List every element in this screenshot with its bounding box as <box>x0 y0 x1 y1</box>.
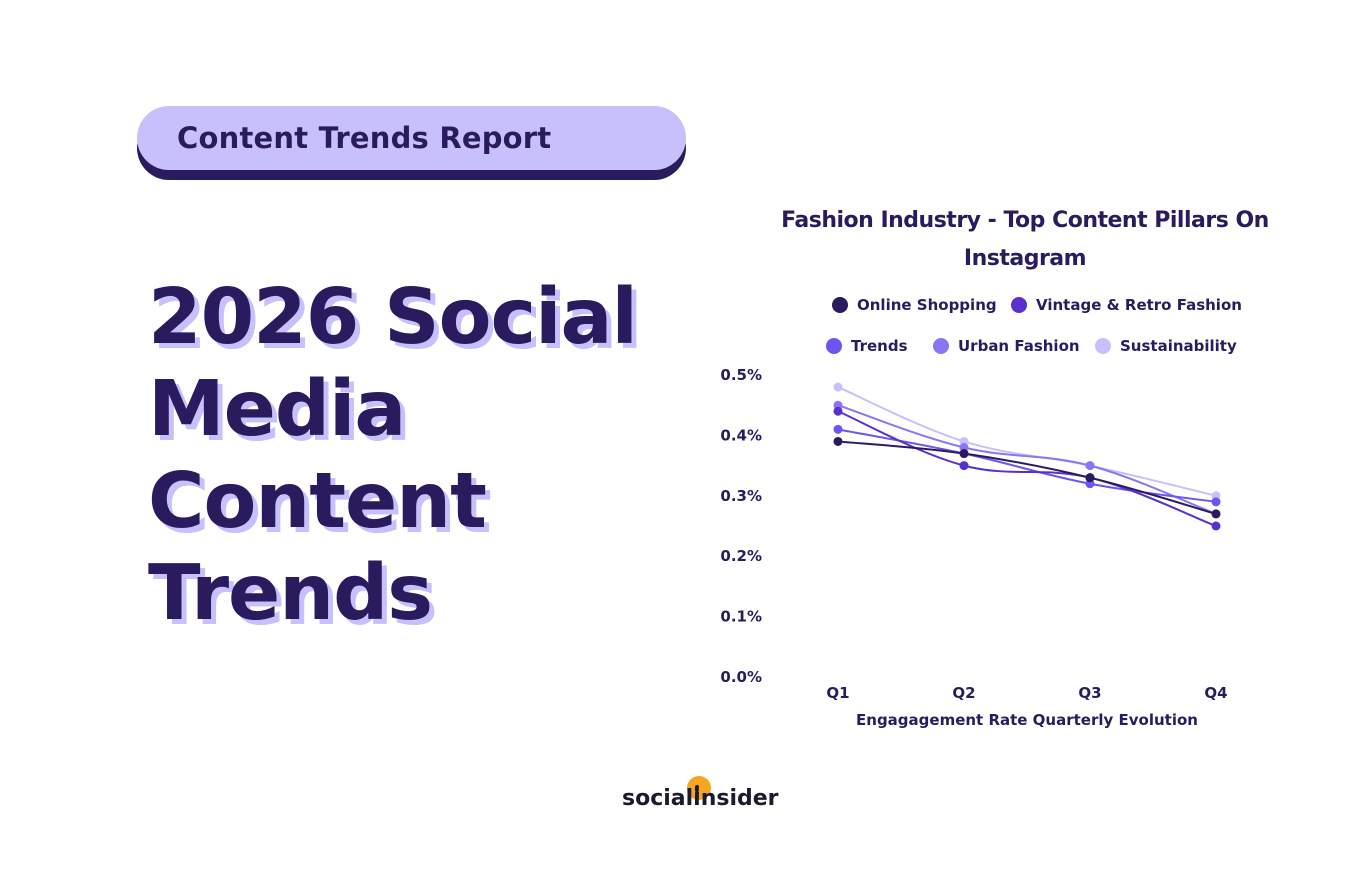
report-badge: Content Trends Report <box>137 106 686 181</box>
y-tick-label: 0.0% <box>720 668 762 686</box>
data-point-2-3 <box>1211 497 1221 507</box>
brand-logo: socialinsider <box>622 776 792 816</box>
chart-title: Fashion Industry - Top Content Pillars O… <box>780 202 1270 278</box>
line-chart: Online Shopping Vintage & Retro Fashion Tr… <box>720 296 1242 729</box>
data-point-1-1 <box>959 461 969 471</box>
x-tick-label: Q4 <box>1204 684 1227 702</box>
page-headline: 2026 Social Media Content Trends <box>148 272 688 640</box>
y-tick-label: 0.2% <box>720 547 762 565</box>
y-tick-label: 0.4% <box>720 426 762 444</box>
x-tick-label: Q3 <box>1078 684 1101 702</box>
data-point-4-0 <box>833 382 843 392</box>
data-point-0-3 <box>1211 509 1221 519</box>
series-line-2 <box>837 428 1217 503</box>
y-tick-label: 0.1% <box>720 608 762 626</box>
series-line-1 <box>837 410 1217 527</box>
brand-logo-text: socialinsider <box>622 786 779 811</box>
legend-marker-1 <box>1011 297 1027 313</box>
data-point-2-0 <box>833 424 843 434</box>
data-point-0-2 <box>1085 473 1095 483</box>
x-axis-title: Engagagement Rate Quarterly Evolution <box>856 711 1198 729</box>
data-point-0-0 <box>833 436 843 446</box>
chart-title-line-1: Fashion Industry - Top Content Pillars O… <box>781 208 1269 233</box>
series-line-0 <box>837 440 1217 515</box>
legend-marker-0 <box>832 297 848 313</box>
legend-label-2: Trends <box>851 337 908 355</box>
legend-label-0: Online Shopping <box>857 296 997 314</box>
series-line-3 <box>837 404 1217 515</box>
legend-label-4: Sustainability <box>1120 337 1237 355</box>
headline-line-3: Content <box>148 457 487 546</box>
report-badge-pill: Content Trends Report <box>137 106 686 170</box>
legend-marker-2 <box>826 338 842 354</box>
headline-line-2: Media <box>148 365 406 454</box>
report-badge-label: Content Trends Report <box>177 121 552 155</box>
headline-line-1: 2026 Social <box>148 273 638 362</box>
x-tick-label: Q2 <box>952 684 975 702</box>
chart-title-line-2: Instagram <box>963 246 1087 271</box>
series-line-4 <box>837 386 1217 497</box>
legend-marker-4 <box>1095 338 1111 354</box>
data-point-1-0 <box>833 406 843 416</box>
legend-label-1: Vintage & Retro Fashion <box>1036 296 1242 314</box>
brand-logo-dot-icon <box>687 776 711 800</box>
data-point-3-2 <box>1085 461 1095 471</box>
y-tick-label: 0.5% <box>720 366 762 384</box>
data-point-1-3 <box>1211 521 1221 531</box>
y-tick-label: 0.3% <box>720 487 762 505</box>
headline-line-4: Trends <box>148 549 433 638</box>
x-tick-label: Q1 <box>826 684 849 702</box>
legend-label-3: Urban Fashion <box>958 337 1080 355</box>
data-point-0-1 <box>959 449 969 459</box>
legend-marker-3 <box>933 338 949 354</box>
